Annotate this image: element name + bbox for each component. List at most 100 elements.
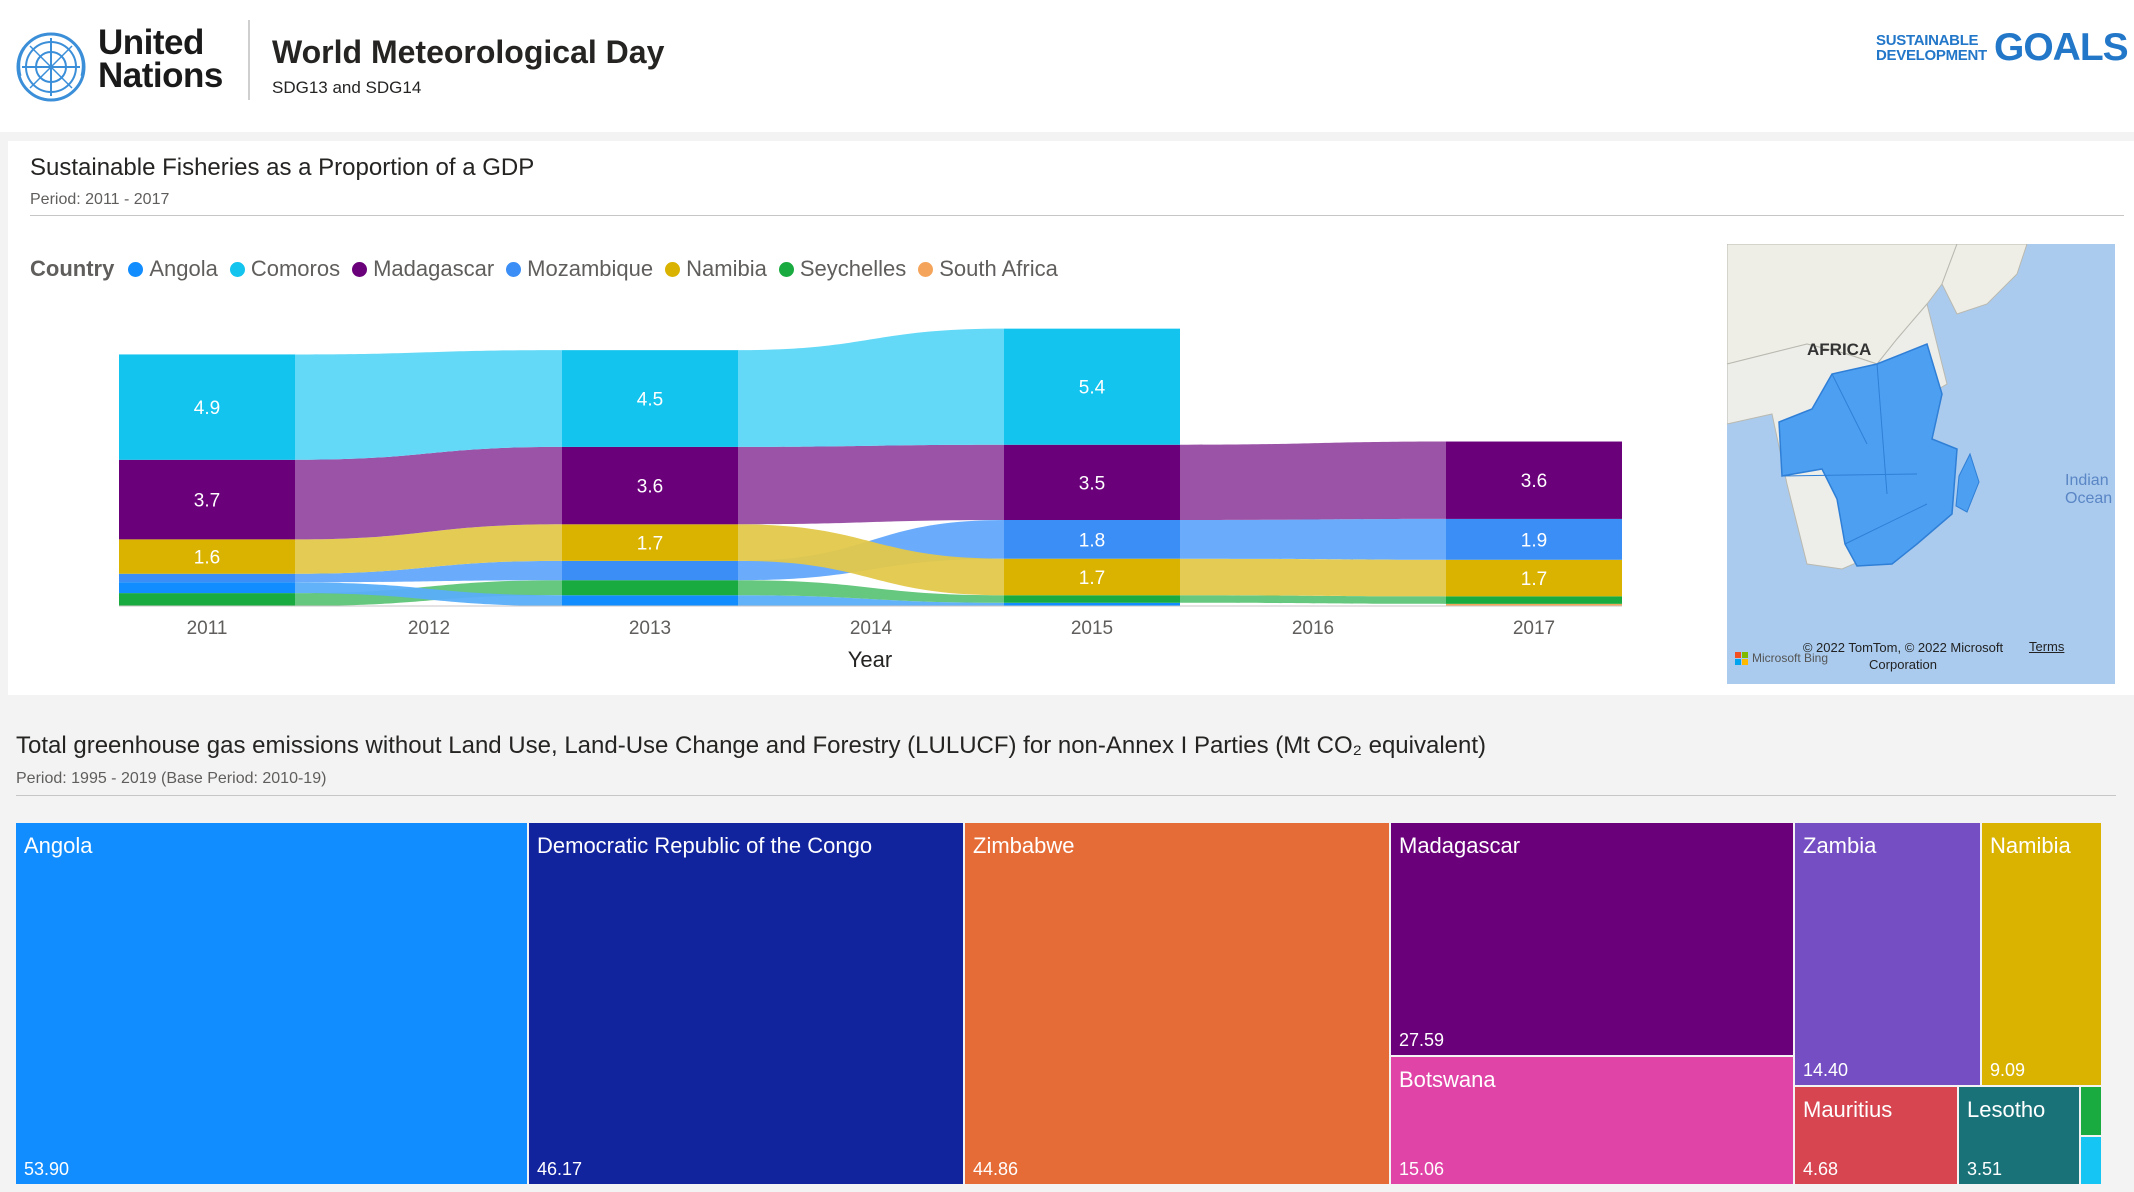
legend-item-comoros[interactable]: Comoros [229, 256, 341, 282]
bar-namibia-2013[interactable] [562, 524, 738, 561]
ribbon-angola[interactable] [295, 582, 562, 606]
bar-comoros-2011[interactable] [119, 354, 295, 460]
bar-angola-2015[interactable] [1004, 602, 1180, 606]
bar-madagascar-2015[interactable] [1004, 444, 1180, 520]
bar-namibia-2017[interactable] [1446, 559, 1622, 597]
legend-dot [128, 261, 144, 277]
treemap-cell-name: Botswana [1399, 1067, 1496, 1092]
treemap-cell-lesotho[interactable]: Lesotho 3.51 [1959, 1087, 2079, 1184]
bar-namibia-2015[interactable] [1004, 558, 1180, 596]
bar-south-africa-2017[interactable] [1446, 603, 1622, 606]
legend-item-mozambique[interactable]: Mozambique [506, 256, 653, 282]
ribbon-madagascar[interactable] [1180, 441, 1446, 520]
legend-item-madagascar[interactable]: Madagascar [352, 256, 494, 282]
legend-label: Mozambique [527, 256, 654, 281]
bar-angola-2011[interactable] [119, 582, 295, 594]
treemap-cell-value: 3.51 [1967, 1159, 2003, 1179]
legend-item-south-africa[interactable]: South Africa [918, 256, 1058, 282]
ribbon-mozambique[interactable] [1180, 518, 1446, 560]
bar-seychelles-2011[interactable] [119, 593, 295, 606]
bar-mozambique-2015[interactable] [1004, 520, 1180, 559]
legend-dot [918, 261, 934, 277]
treemap-cell-angola[interactable]: Angola 53.90 [16, 823, 527, 1184]
legend-item-angola[interactable]: Angola [128, 256, 218, 282]
ribbon-mozambique[interactable] [295, 560, 562, 583]
bar-mozambique-2013[interactable] [562, 560, 738, 581]
treemap-cell-botswana[interactable]: Botswana 15.06 [1391, 1057, 1793, 1184]
ribbon-angola[interactable] [738, 595, 1004, 606]
treemap-cell-unlabeled-10[interactable] [2081, 1137, 2101, 1184]
x-tick-label: 2016 [1292, 618, 1334, 639]
x-axis-title: Year [848, 647, 892, 672]
ribbon-namibia[interactable] [738, 524, 1004, 596]
treemap-cell-namibia[interactable]: Namibia 9.09 [1982, 823, 2101, 1085]
legend-item-seychelles[interactable]: Seychelles [778, 256, 906, 282]
africa-map[interactable]: AFRICA Indian Ocean © 2022 TomTom, © 202… [1727, 244, 2115, 684]
treemap-cell-value: 14.40 [1803, 1060, 1849, 1080]
sdg-logo-small-text: SUSTAINABLE DEVELOPMENT [1876, 33, 1987, 63]
data-label: 3.7 [194, 491, 220, 512]
treemap-cell-value: 46.17 [537, 1159, 583, 1179]
ribbon-seychelles[interactable] [1180, 595, 1446, 604]
ribbon-madagascar[interactable] [295, 446, 562, 540]
map-label-ocean: Indian Ocean [2065, 472, 2113, 507]
legend-label: Comoros [250, 256, 341, 281]
treemap-cell-name: Mauritius [1803, 1097, 1893, 1122]
bar-madagascar-2011[interactable] [119, 459, 295, 540]
bar-mozambique-2017[interactable] [1446, 518, 1622, 560]
bar-mozambique-2011[interactable] [119, 573, 295, 583]
treemap-cell-zambia[interactable]: Zambia 14.40 [1795, 823, 1980, 1085]
legend-label: Namibia [686, 256, 767, 281]
page-subtitle: SDG13 and SDG14 [272, 78, 422, 97]
bar-comoros-2013[interactable] [562, 350, 738, 447]
fisheries-ribbon-chart: 1.6 3.7 4.9 1.7 3.6 4.5 1.7 1.8 3.5 5.4 1.7 1.9 3.6 2… [119, 328, 1622, 672]
map-terms-link[interactable]: Terms [2029, 639, 2065, 654]
legend-label: Madagascar [373, 256, 495, 281]
map-label-africa: AFRICA [1807, 340, 1872, 359]
sdg-logo: SUSTAINABLE DEVELOPMENT GOALS [1876, 26, 2129, 70]
microsoft-icon [1735, 651, 1748, 665]
data-label: 1.9 [1521, 530, 1547, 551]
bar-madagascar-2013[interactable] [562, 446, 738, 525]
bar-angola-2013[interactable] [562, 595, 738, 606]
ribbon-namibia[interactable] [295, 524, 562, 574]
treemap-cell-value: 15.06 [1399, 1159, 1445, 1179]
bar-seychelles-2013[interactable] [562, 580, 738, 596]
treemap-cell-name: Zambia [1803, 833, 1877, 858]
ribbon-seychelles[interactable] [738, 580, 1004, 603]
bar-namibia-2011[interactable] [119, 539, 295, 574]
ribbon-madagascar[interactable] [738, 444, 1004, 525]
bar-comoros-2015[interactable] [1004, 328, 1180, 445]
treemap-cell-madagascar[interactable]: Madagascar 27.59 [1391, 823, 1793, 1055]
ribbon-comoros[interactable] [295, 350, 562, 460]
sdg-logo-line2: DEVELOPMENT [1876, 47, 1987, 64]
bar-madagascar-2017[interactable] [1446, 441, 1622, 519]
sdg-logo-line1: SUSTAINABLE [1876, 32, 1979, 49]
data-label: 3.6 [1521, 471, 1547, 492]
data-label: 5.4 [1079, 378, 1106, 399]
treemap-cell-democratic-republic-of-the-congo[interactable]: Democratic Republic of the Congo 46.17 [529, 823, 963, 1184]
fisheries-title: Sustainable Fisheries as a Proportion of… [30, 154, 535, 181]
data-label: 4.5 [637, 390, 663, 411]
emissions-period: Period: 1995 - 2019 (Base Period: 2010-1… [16, 770, 327, 787]
data-label: 1.7 [1079, 568, 1105, 589]
map-bing-logo: Microsoft Bing [1735, 651, 1828, 665]
legend-item-namibia[interactable]: Namibia [665, 256, 767, 282]
x-tick-label: 2015 [1071, 618, 1113, 639]
legend-label: Angola [149, 256, 218, 281]
bar-seychelles-2015[interactable] [1004, 595, 1180, 603]
bar-seychelles-2017[interactable] [1446, 596, 1622, 604]
data-label: 4.9 [194, 398, 220, 419]
ribbon-comoros[interactable] [738, 328, 1004, 447]
treemap-cell-zimbabwe[interactable]: Zimbabwe 44.86 [965, 823, 1389, 1184]
map-attribution: © 2022 TomTom, © 2022 Microsoft Corporat… [1802, 640, 2004, 672]
map-bing-text: Microsoft Bing [1752, 651, 1829, 665]
treemap-cell-unlabeled-9[interactable] [2081, 1087, 2101, 1135]
un-logo-text: United Nations [98, 25, 223, 93]
treemap-cell-value: 4.68 [1803, 1159, 1839, 1179]
treemap-cell-mauritius[interactable]: Mauritius 4.68 [1795, 1087, 1957, 1184]
ribbon-namibia[interactable] [1180, 558, 1446, 597]
header-divider [248, 20, 250, 100]
legend-label: South Africa [939, 256, 1058, 281]
treemap-cell-value: 53.90 [24, 1159, 70, 1179]
